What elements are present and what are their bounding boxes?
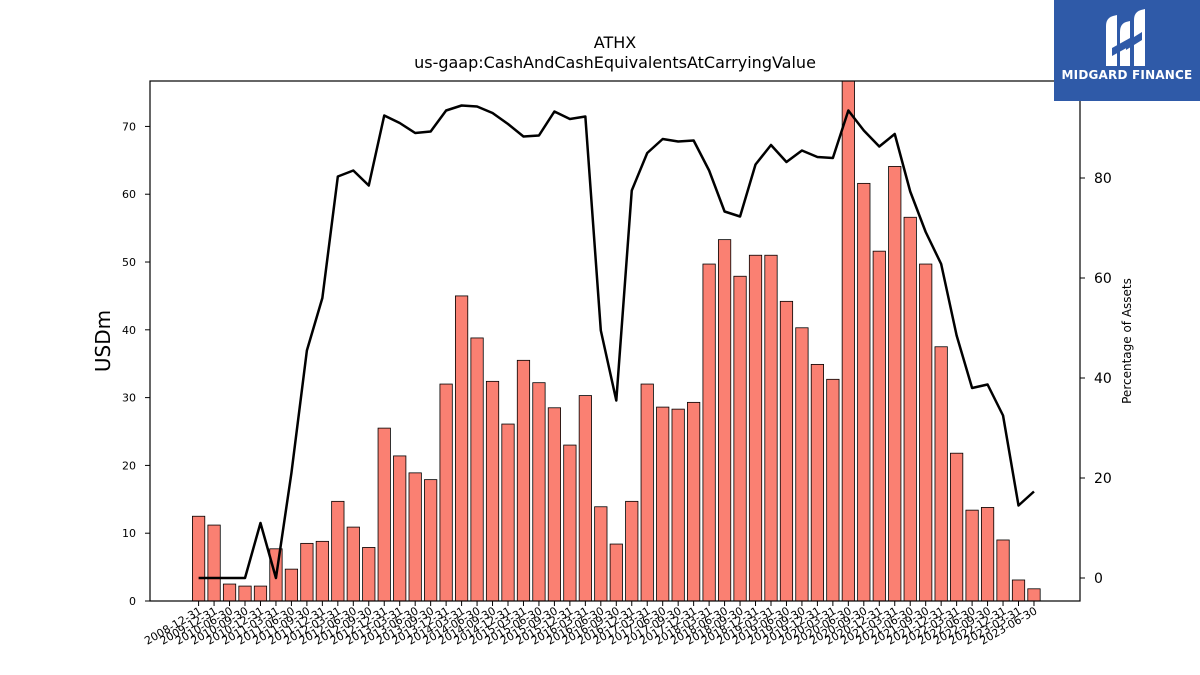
bar	[300, 542, 314, 602]
bar	[950, 452, 964, 602]
bar	[238, 585, 252, 602]
y-tick-label: 10	[122, 527, 136, 540]
bar	[331, 500, 345, 602]
bar	[563, 444, 577, 602]
y2-tick-label: 40	[1094, 371, 1112, 387]
percentage-line	[198, 104, 1035, 580]
bar	[996, 539, 1010, 602]
bar	[393, 455, 407, 602]
bar	[810, 363, 824, 602]
bar	[702, 263, 716, 602]
bar	[733, 275, 747, 602]
y-axis-label: USDm	[91, 310, 115, 372]
y-tick-label: 20	[122, 459, 136, 472]
bar	[377, 427, 391, 602]
bar	[717, 239, 732, 602]
bar	[346, 526, 360, 602]
bar	[748, 254, 763, 602]
brand-name: MIDGARD FINANCE	[1061, 68, 1193, 82]
y-tick-label: 40	[122, 324, 136, 337]
bar	[671, 408, 685, 602]
line-series	[198, 104, 1035, 580]
bar	[656, 406, 670, 602]
y-tick-label: 60	[122, 188, 136, 201]
bar	[222, 583, 237, 602]
bar	[980, 507, 995, 602]
midgard-logo-icon	[1106, 9, 1145, 66]
y2-tick-label: 20	[1094, 471, 1112, 487]
bar	[795, 327, 809, 602]
bar	[826, 378, 840, 602]
bar	[547, 407, 561, 602]
bar	[485, 380, 500, 602]
bar	[779, 300, 794, 602]
brand-logo: MIDGARD FINANCE	[1054, 0, 1200, 101]
y-tick-label: 50	[122, 256, 136, 269]
chart-title: ATHX	[594, 33, 637, 52]
bar	[408, 472, 422, 602]
y2-tick-label: 80	[1094, 171, 1112, 187]
bar	[625, 500, 639, 602]
bar	[934, 346, 948, 602]
bar	[857, 182, 871, 602]
bar	[965, 509, 979, 602]
bar	[454, 295, 469, 602]
bar	[192, 515, 206, 602]
y2-tick-label: 0	[1094, 571, 1103, 587]
bar	[284, 568, 299, 602]
bar	[207, 524, 221, 602]
bar	[609, 543, 623, 602]
bar	[439, 383, 453, 602]
bar	[888, 166, 902, 602]
plot-frame	[149, 80, 1081, 602]
bar	[903, 216, 917, 602]
bar	[594, 506, 608, 602]
y-axis-right: 0 20 40 60 80	[1080, 171, 1112, 587]
bar	[501, 423, 515, 602]
y2-axis-label: Percentage of Assets	[1120, 278, 1134, 404]
y-axis-left: 0 10 20 30 40 50 60 70	[122, 120, 150, 608]
bar	[872, 250, 886, 602]
bar	[578, 395, 592, 602]
bar	[424, 479, 438, 602]
bar	[470, 337, 484, 602]
bar	[841, 80, 855, 602]
bar-series	[192, 80, 1041, 602]
bar	[516, 359, 531, 602]
bar	[687, 401, 701, 602]
bar	[640, 383, 654, 602]
y-tick-label: 30	[122, 392, 136, 405]
bar	[1027, 588, 1041, 602]
bar	[764, 254, 778, 602]
bar	[315, 540, 329, 602]
bar	[532, 382, 546, 602]
bar	[362, 547, 376, 602]
y-tick-label: 0	[129, 595, 136, 608]
bar	[1011, 579, 1026, 602]
chart-subtitle: us-gaap:CashAndCashEquivalentsAtCarrying…	[414, 53, 816, 72]
y2-tick-label: 60	[1094, 271, 1112, 287]
x-axis: 2008-12-312009-12-312010-06-302010-09-30…	[142, 601, 1039, 648]
y-tick-label: 70	[122, 120, 136, 133]
bar	[919, 263, 933, 602]
bar	[253, 585, 268, 602]
